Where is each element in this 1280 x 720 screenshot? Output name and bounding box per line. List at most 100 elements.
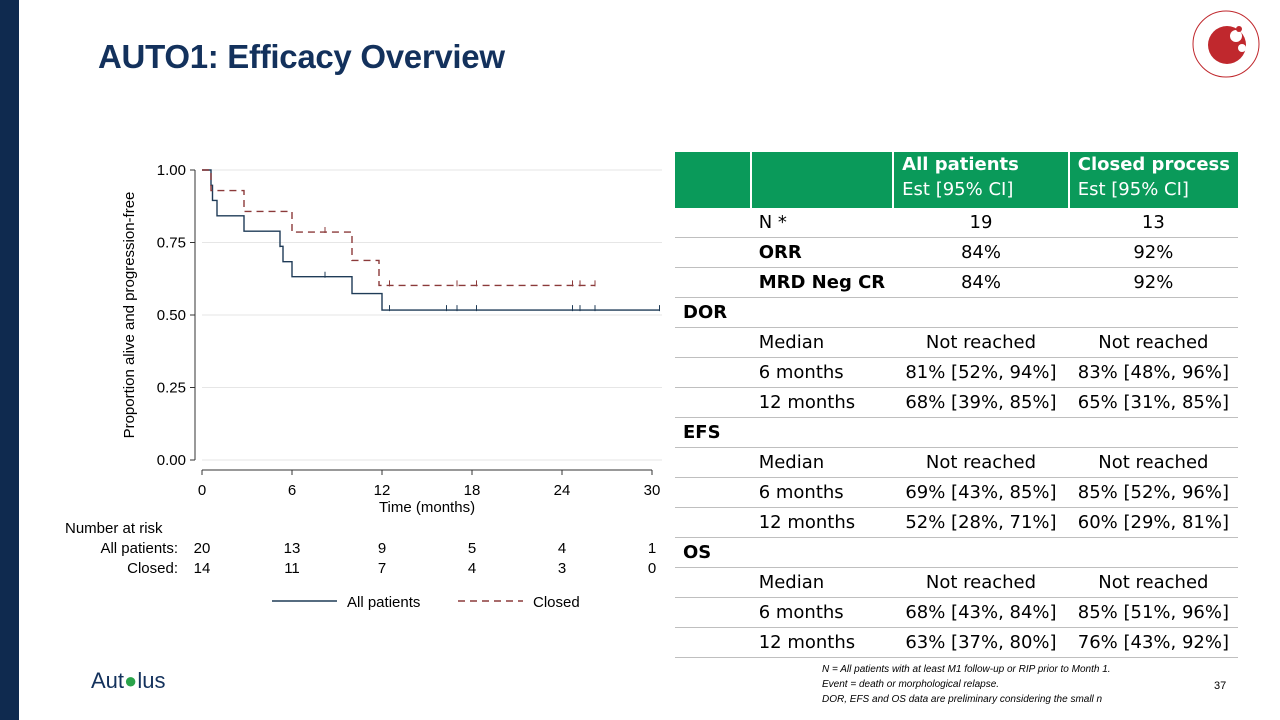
table-row: 12 months 63% [37%, 80%] 76% [43%, 92%] — [675, 627, 1238, 658]
row-label: 6 months — [750, 597, 894, 628]
row-label: Median — [750, 447, 894, 478]
cell-all: 19 — [893, 208, 1069, 238]
header-all-patients-label: All patients — [902, 154, 1019, 175]
x-tick-label: 30 — [644, 482, 661, 499]
km-line-all-patients — [202, 169, 660, 311]
table-row: MRD Neg CR 84% 92% — [675, 267, 1238, 298]
table-row: N * 19 13 — [675, 208, 1238, 238]
y-tick-label: 0.25 — [157, 380, 186, 397]
x-tick-label: 24 — [554, 482, 571, 499]
cell-closed: 76% [43%, 92%] — [1068, 627, 1238, 658]
table-row: 6 months 69% [43%, 85%] 85% [52%, 96%] — [675, 477, 1238, 508]
legend-label: Closed — [533, 594, 580, 611]
risk-value: 7 — [378, 560, 386, 577]
slide-title: AUTO1: Efficacy Overview — [98, 38, 505, 75]
risk-value: 1 — [648, 540, 656, 557]
row-label: Median — [750, 327, 894, 358]
y-tick-label: 0.00 — [157, 452, 186, 469]
header-empty-cell — [749, 152, 894, 208]
risk-value: 4 — [468, 560, 476, 577]
ash-logo-icon — [1192, 10, 1260, 78]
brand-post: lus — [137, 668, 166, 693]
cell-all: 69% [43%, 85%] — [893, 477, 1069, 508]
cell-all: 84% — [893, 267, 1069, 298]
cell-closed: Not reached — [1068, 567, 1238, 598]
x-axis-label: Time (months) — [379, 499, 475, 516]
table-row: 6 months 68% [43%, 84%] 85% [51%, 96%] — [675, 597, 1238, 628]
row-label: 12 months — [750, 387, 894, 418]
autolus-logo: Aut●lus — [91, 668, 165, 694]
risk-value: 3 — [558, 560, 566, 577]
cell-all: 63% [37%, 80%] — [893, 627, 1069, 658]
side-accent-bar — [0, 0, 19, 720]
x-tick-label: 6 — [288, 482, 296, 499]
section-label: DOR — [675, 297, 1238, 328]
table-row: 12 months 68% [39%, 85%] 65% [31%, 85%] — [675, 387, 1238, 418]
brand-pre: Aut — [91, 668, 125, 693]
cell-closed: Not reached — [1068, 447, 1238, 478]
section-row-efs: EFS — [675, 417, 1238, 448]
footnote: Event = death or morphological relapse. — [822, 679, 1000, 690]
row-label: 12 months — [750, 627, 894, 658]
row-label: N * — [750, 208, 894, 238]
risk-value: 13 — [284, 540, 301, 557]
footnote: DOR, EFS and OS data are preliminary con… — [822, 694, 1103, 705]
cell-closed: 85% [51%, 96%] — [1068, 597, 1238, 628]
risk-row-label: Closed: — [127, 560, 178, 577]
x-tick-label: 18 — [464, 482, 481, 499]
risk-value: 14 — [194, 560, 211, 577]
risk-value: 0 — [648, 560, 656, 577]
risk-value: 5 — [468, 540, 476, 557]
cell-closed: 83% [48%, 96%] — [1068, 357, 1238, 388]
table-row: Median Not reached Not reached — [675, 327, 1238, 358]
cell-all: 52% [28%, 71%] — [893, 507, 1069, 538]
cell-all: 68% [39%, 85%] — [893, 387, 1069, 418]
section-label: OS — [675, 537, 1238, 568]
header-all-patients: All patients Est [95% CI] — [892, 152, 1069, 208]
brand-dot-icon: ● — [124, 668, 138, 693]
cell-closed: 60% [29%, 81%] — [1068, 507, 1238, 538]
section-row-dor: DOR — [675, 297, 1238, 328]
row-label: ORR — [750, 237, 894, 268]
cell-closed: 92% — [1068, 237, 1238, 268]
page-number: 37 — [1214, 680, 1227, 692]
cell-all: 84% — [893, 237, 1069, 268]
table-row: Median Not reached Not reached — [675, 567, 1238, 598]
cell-all: Not reached — [893, 447, 1069, 478]
footnotes: N = All patients with at least M1 follow… — [822, 662, 1111, 707]
efficacy-table: All patients Est [95% CI] Closed process E… — [675, 152, 1238, 658]
row-label: 12 months — [750, 507, 894, 538]
cell-closed: 13 — [1068, 208, 1238, 238]
x-tick-label: 12 — [374, 482, 391, 499]
header-all-patients-sub: Est [95% CI] — [902, 179, 1014, 200]
y-axis-label: Proportion alive and progression-free — [121, 192, 138, 439]
section-label: EFS — [675, 417, 1238, 448]
row-label: 6 months — [750, 357, 894, 388]
row-label: Median — [750, 567, 894, 598]
y-tick-label: 0.75 — [157, 235, 186, 252]
y-tick-label: 1.00 — [157, 162, 186, 179]
risk-row-label: All patients: — [100, 540, 178, 557]
table-row: Median Not reached Not reached — [675, 447, 1238, 478]
cell-all: 81% [52%, 94%] — [893, 357, 1069, 388]
x-tick-label: 0 — [198, 482, 206, 499]
table-header-row: All patients Est [95% CI] Closed process E… — [675, 152, 1238, 208]
row-label: MRD Neg CR — [750, 267, 894, 298]
header-closed-process: Closed process Est [95% CI] — [1067, 152, 1238, 208]
cell-closed: 85% [52%, 96%] — [1068, 477, 1238, 508]
table-row: ORR 84% 92% — [675, 237, 1238, 268]
footnote: N = All patients with at least M1 follow… — [822, 664, 1111, 675]
section-row-os: OS — [675, 537, 1238, 568]
cell-closed: 65% [31%, 85%] — [1068, 387, 1238, 418]
cell-closed: 92% — [1068, 267, 1238, 298]
cell-all: Not reached — [893, 327, 1069, 358]
row-label: 6 months — [750, 477, 894, 508]
risk-value: 9 — [378, 540, 386, 557]
risk-value: 4 — [558, 540, 566, 557]
cell-all: 68% [43%, 84%] — [893, 597, 1069, 628]
table-row: 12 months 52% [28%, 71%] 60% [29%, 81%] — [675, 507, 1238, 538]
table-row: 6 months 81% [52%, 94%] 83% [48%, 96%] — [675, 357, 1238, 388]
risk-table-title: Number at risk — [65, 520, 163, 537]
legend-label: All patients — [347, 594, 420, 611]
